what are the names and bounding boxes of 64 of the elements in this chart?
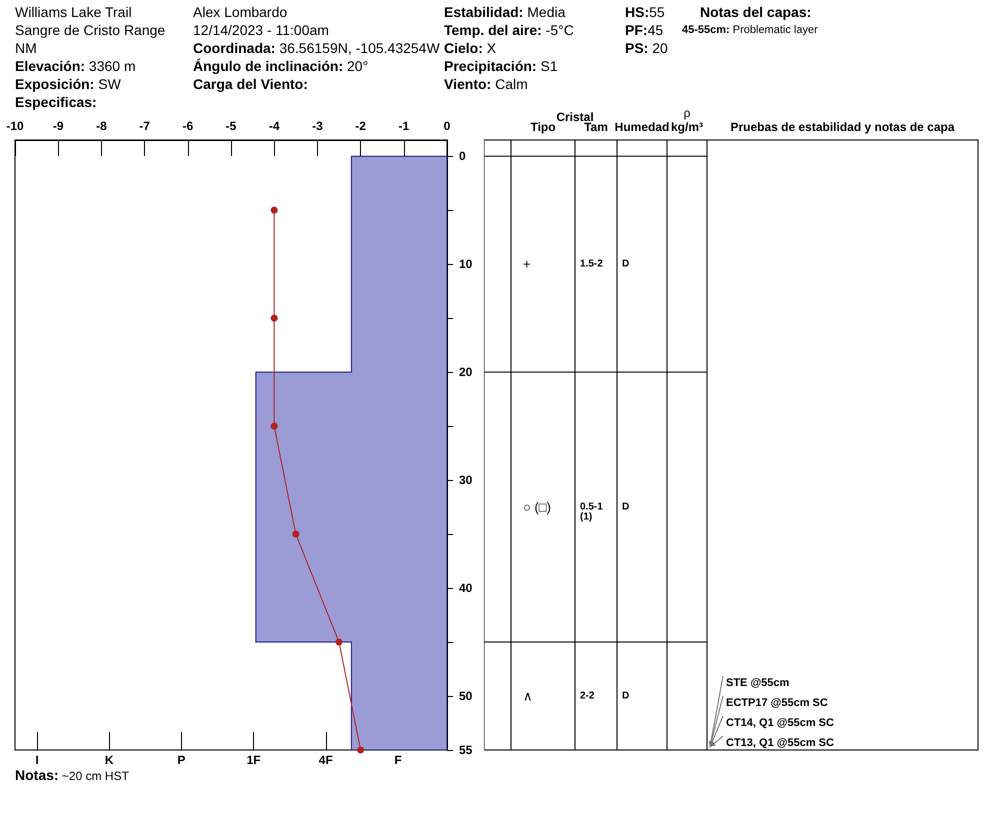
text: CT14, Q1 @55cm SC [726, 717, 834, 729]
x-tick-label: -6 [182, 119, 194, 133]
text: Alex Lombardo [193, 4, 288, 20]
text: Cielo: X [444, 40, 496, 56]
x-tick-label: -7 [139, 119, 150, 133]
text: NM [15, 40, 37, 56]
y-tick-label: 30 [459, 473, 473, 488]
text: P [177, 753, 186, 767]
category-label: kg/m³ [670, 120, 704, 134]
text: K [104, 753, 114, 767]
text: + [523, 256, 531, 272]
x-tick-label: -4 [268, 119, 280, 133]
x-tick-label: -2 [355, 119, 366, 133]
text: ∧ [523, 688, 533, 704]
text: ○ (□) [523, 500, 551, 515]
x-tick-label: 0 [444, 119, 451, 133]
text: Precipitación: S1 [444, 58, 558, 74]
x-tick-label: -1 [398, 119, 410, 133]
x-tick-label: -10 [6, 119, 24, 133]
text: HS:55 [625, 4, 665, 20]
category-label: Humedad [614, 120, 670, 134]
category-label: Pruebas de estabilidad y notas de capa [730, 120, 955, 134]
text: PS: 20 [625, 40, 668, 56]
text: Estabilidad: Media [444, 4, 566, 20]
y-tick-label: 55 [459, 743, 473, 757]
text: Carga del Viento: [193, 76, 308, 92]
text: I [35, 753, 39, 767]
x-tick-label: -9 [52, 119, 64, 133]
text: D [622, 502, 630, 513]
text: PF:45 [625, 22, 664, 38]
text: Elevación: 3360 m [15, 58, 136, 74]
text: 12/14/2023 - 11:00am [193, 22, 329, 38]
text: CT13, Q1 @55cm SC [726, 737, 834, 749]
y-tick-label: 20 [459, 365, 473, 380]
text: 1F [246, 753, 261, 767]
text: Coordinada: 36.56159N, -105.43254W [193, 40, 440, 56]
text: 1.5-2 [580, 258, 604, 270]
text: STE @55cm [726, 677, 790, 689]
text: D [622, 690, 630, 702]
text: Especificas: [15, 94, 97, 110]
x-tick-label: -5 [226, 119, 237, 133]
text: 2-2 [580, 690, 595, 702]
y-tick-label: 10 [459, 257, 473, 272]
text: Ángulo de inclinación: 20° [193, 58, 368, 74]
text: Williams Lake Trail [15, 4, 132, 20]
x-tick-label: -3 [312, 119, 324, 133]
y-tick-label: 50 [459, 689, 473, 704]
text: Notas: ~20 cm HST [15, 767, 129, 783]
text: ρ [684, 106, 691, 120]
category-label: Tipo [530, 120, 556, 134]
x-tick-label: -8 [96, 119, 108, 133]
text: 45-55cm: Problematic layer [682, 24, 818, 36]
text: Notas del capas: [700, 4, 812, 20]
text: F [394, 753, 402, 767]
text: Viento: Calm [444, 76, 528, 92]
text: D [622, 258, 630, 270]
text: Sangre de Cristo Range [15, 22, 166, 38]
text: Temp. del aire: -5°C [444, 22, 574, 38]
y-tick-label: 40 [459, 581, 473, 596]
text: ECTP17 @55cm SC [726, 697, 828, 709]
text: 0.5-1 (1) [580, 502, 604, 523]
text: 4F [318, 753, 333, 767]
text: Exposición: SW [15, 76, 121, 92]
y-tick-label: 0 [459, 149, 466, 164]
